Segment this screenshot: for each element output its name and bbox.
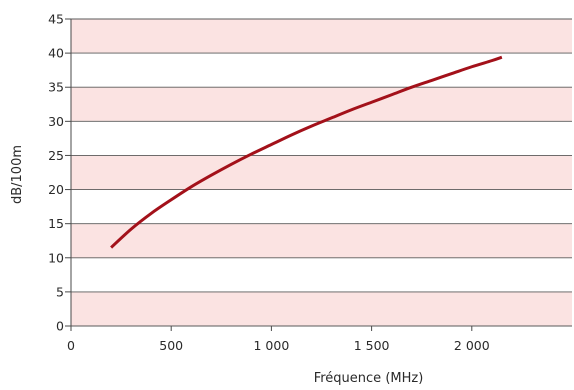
y-tick-label-40: 40 — [48, 46, 64, 61]
y-tick-label-15: 15 — [48, 216, 64, 231]
y-tick-label-30: 30 — [48, 114, 64, 129]
series-layer — [110, 55, 503, 249]
plot-band-35-40 — [71, 53, 572, 88]
plot-band-10-15 — [71, 223, 572, 258]
series-line-0 — [110, 55, 503, 249]
plot-band-0-5 — [71, 291, 572, 326]
x-tick-label-500: 500 — [159, 338, 183, 353]
x-tick-label-1000: 1 000 — [254, 338, 290, 353]
plot-band-15-20 — [71, 189, 572, 224]
plot-band-30-35 — [71, 87, 572, 122]
x-axis-title: Fréquence (MHz) — [314, 371, 424, 386]
x-tick-label-2000: 2 000 — [454, 338, 490, 353]
y-axis-title: dB/100m — [10, 145, 25, 204]
plot-band-40-45 — [71, 19, 572, 54]
y-tick-label-35: 35 — [48, 80, 64, 95]
y-tick-label-5: 5 — [56, 284, 64, 299]
y-tick-label-45: 45 — [48, 12, 64, 27]
x-tick-label-1500: 1 500 — [354, 338, 390, 353]
axes — [65, 18, 473, 331]
y-tick-label-10: 10 — [48, 250, 64, 265]
y-tick-label-0: 0 — [56, 319, 64, 334]
plot-band-20-25 — [71, 155, 572, 190]
y-tick-label-25: 25 — [48, 148, 64, 163]
plot-band-25-30 — [71, 121, 572, 156]
plot-band-5-10 — [71, 257, 572, 292]
x-tick-label-0: 0 — [67, 338, 75, 353]
tick-labels: 0 5 10 15 20 25 30 35 40 45 0 500 1 000 1 500 2 000 — [48, 12, 490, 354]
plot-bands — [71, 19, 572, 326]
y-tick-label-20: 20 — [48, 182, 64, 197]
